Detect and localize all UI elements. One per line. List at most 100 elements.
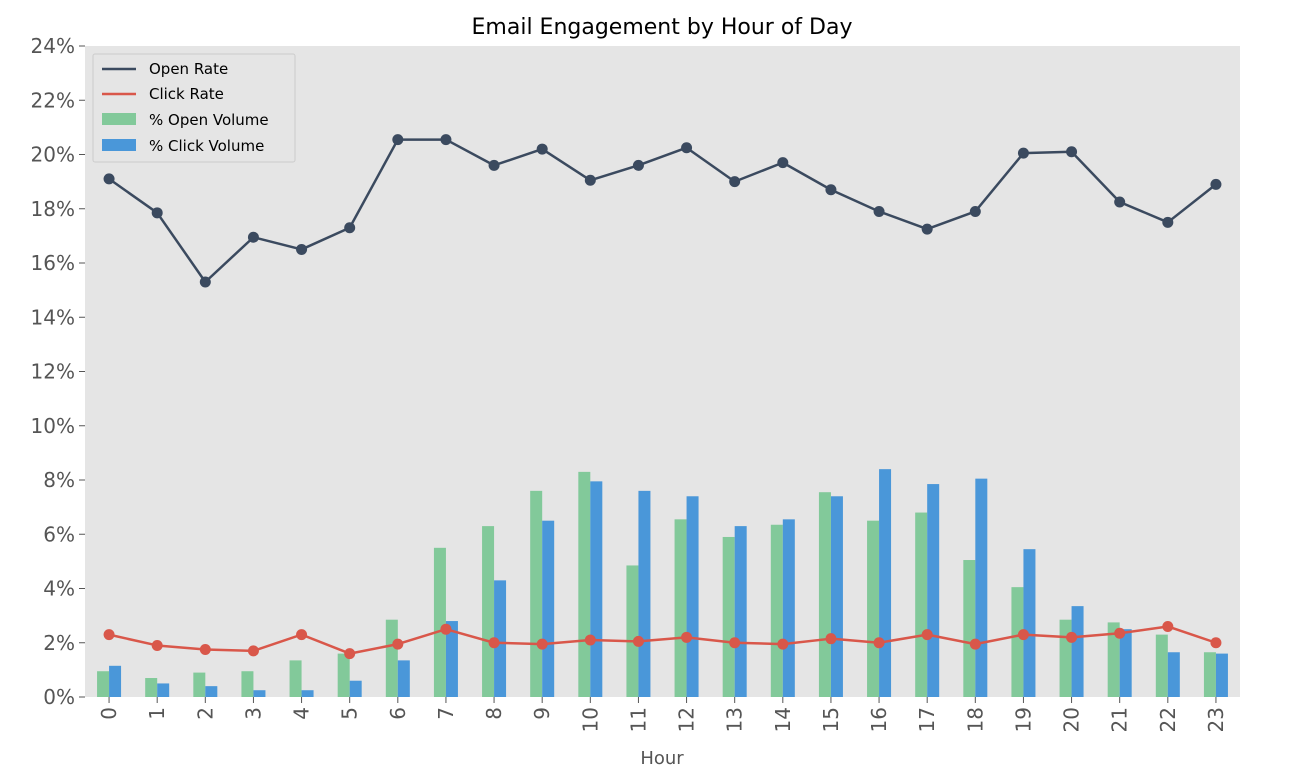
bar-open-volume-15	[818, 492, 831, 697]
bar-open-volume-4	[289, 660, 302, 697]
point-open-rate-1	[151, 207, 163, 219]
point-open-rate-15	[825, 184, 837, 196]
bar-open-volume-18	[963, 560, 976, 697]
point-click-rate-7	[440, 623, 452, 635]
legend-label-open-volume: % Open Volume	[149, 111, 269, 129]
x-tick-label: 18	[963, 707, 987, 732]
point-click-rate-1	[151, 639, 163, 651]
point-open-rate-19	[1017, 147, 1029, 159]
point-open-rate-14	[777, 157, 789, 169]
x-tick-label: 12	[675, 707, 699, 732]
x-tick-label: 1	[145, 707, 169, 720]
point-open-rate-10	[584, 174, 596, 186]
point-open-rate-20	[1066, 146, 1078, 158]
point-open-rate-2	[199, 276, 211, 288]
x-tick-label: 4	[290, 707, 314, 720]
x-tick-label: 2	[193, 707, 217, 720]
bar-click-volume-15	[830, 496, 843, 697]
point-open-rate-18	[969, 205, 981, 217]
bar-click-volume-16	[879, 469, 892, 697]
x-tick-label: 6	[386, 707, 410, 720]
x-tick-label: 14	[771, 707, 795, 732]
bar-open-volume-1	[145, 678, 158, 697]
x-tick-label: 0	[97, 707, 121, 720]
chart-title: Email Engagement by Hour of Day	[472, 15, 853, 40]
x-tick-label: 5	[338, 707, 362, 720]
bar-open-volume-17	[915, 512, 928, 697]
point-click-rate-10	[584, 634, 596, 646]
bar-click-volume-5	[349, 680, 362, 697]
y-axis: 0% 2% 4% 6% 8% 10% 12% 14% 16% 18% 20% 22% 24%	[31, 34, 85, 709]
point-click-rate-0	[103, 629, 115, 641]
bar-click-volume-22	[1167, 652, 1180, 697]
bar-click-volume-6	[397, 660, 410, 697]
y-tick-label: 20%	[31, 143, 75, 167]
point-click-rate-22	[1162, 620, 1174, 632]
point-open-rate-6	[392, 134, 404, 146]
point-click-rate-20	[1066, 631, 1078, 643]
y-tick-label: 22%	[31, 88, 75, 112]
bar-open-volume-13	[722, 536, 735, 697]
bar-click-volume-14	[782, 519, 795, 697]
bar-open-volume-11	[626, 565, 639, 697]
point-click-rate-4	[296, 629, 308, 641]
legend-label-click-rate: Click Rate	[149, 85, 224, 103]
point-click-rate-8	[488, 637, 500, 649]
y-tick-label: 0%	[43, 685, 75, 709]
bar-click-volume-10	[590, 481, 603, 697]
bar-open-volume-16	[867, 520, 880, 697]
x-tick-label: 16	[867, 707, 891, 732]
line-open-rate	[108, 138, 1217, 284]
point-open-rate-11	[632, 159, 644, 171]
y-tick-label: 6%	[43, 522, 75, 546]
point-open-rate-4	[296, 243, 308, 255]
x-tick-label: 23	[1204, 707, 1228, 732]
point-click-rate-23	[1210, 637, 1222, 649]
x-tick-label: 22	[1156, 707, 1180, 732]
x-tick-label: 17	[915, 707, 939, 732]
lines-group	[103, 134, 1222, 660]
point-click-rate-3	[247, 645, 259, 657]
bar-open-volume-20	[1059, 619, 1072, 697]
point-open-rate-17	[921, 223, 933, 235]
bar-click-volume-9	[542, 520, 555, 697]
point-click-rate-9	[536, 638, 548, 650]
legend-swatch-click-volume	[102, 139, 136, 151]
y-tick-label: 4%	[43, 577, 75, 601]
point-open-rate-16	[873, 205, 885, 217]
x-axis: 0 1 2 3 4 5 6 7 8 9 10 11 12 13 14 15 16 17 18 19 20 21 22 23	[97, 697, 1228, 732]
legend-box	[92, 53, 296, 163]
x-tick-label: 21	[1108, 707, 1132, 732]
x-tick-label: 8	[482, 707, 506, 720]
bar-click-volume-1	[157, 683, 170, 697]
point-click-rate-6	[392, 638, 404, 650]
point-open-rate-12	[681, 142, 693, 154]
point-open-rate-3	[247, 231, 259, 243]
bar-open-volume-12	[674, 519, 687, 697]
bar-open-volume-8	[482, 526, 495, 697]
point-open-rate-8	[488, 159, 500, 171]
point-click-rate-19	[1017, 629, 1029, 641]
point-click-rate-18	[969, 638, 981, 650]
bar-click-volume-18	[975, 478, 988, 697]
bar-open-volume-19	[1011, 587, 1024, 697]
bar-open-volume-22	[1155, 634, 1168, 697]
legend-label-click-volume: % Click Volume	[149, 137, 264, 155]
bar-open-volume-2	[193, 672, 206, 697]
x-tick-label: 9	[530, 707, 554, 720]
y-tick-label: 8%	[43, 468, 75, 492]
x-tick-label: 11	[626, 707, 650, 732]
point-click-rate-11	[632, 635, 644, 647]
line-click-rate	[108, 625, 1217, 655]
bar-open-volume-7	[433, 547, 446, 697]
x-tick-label: 20	[1060, 707, 1084, 732]
y-tick-label: 14%	[31, 305, 75, 329]
point-open-rate-0	[103, 173, 115, 185]
bar-click-volume-7	[445, 621, 458, 697]
bar-open-volume-9	[530, 490, 543, 697]
y-tick-label: 24%	[31, 34, 75, 58]
y-tick-label: 16%	[31, 251, 75, 275]
bar-click-volume-13	[734, 526, 747, 697]
bar-click-volume-21	[1119, 629, 1132, 697]
